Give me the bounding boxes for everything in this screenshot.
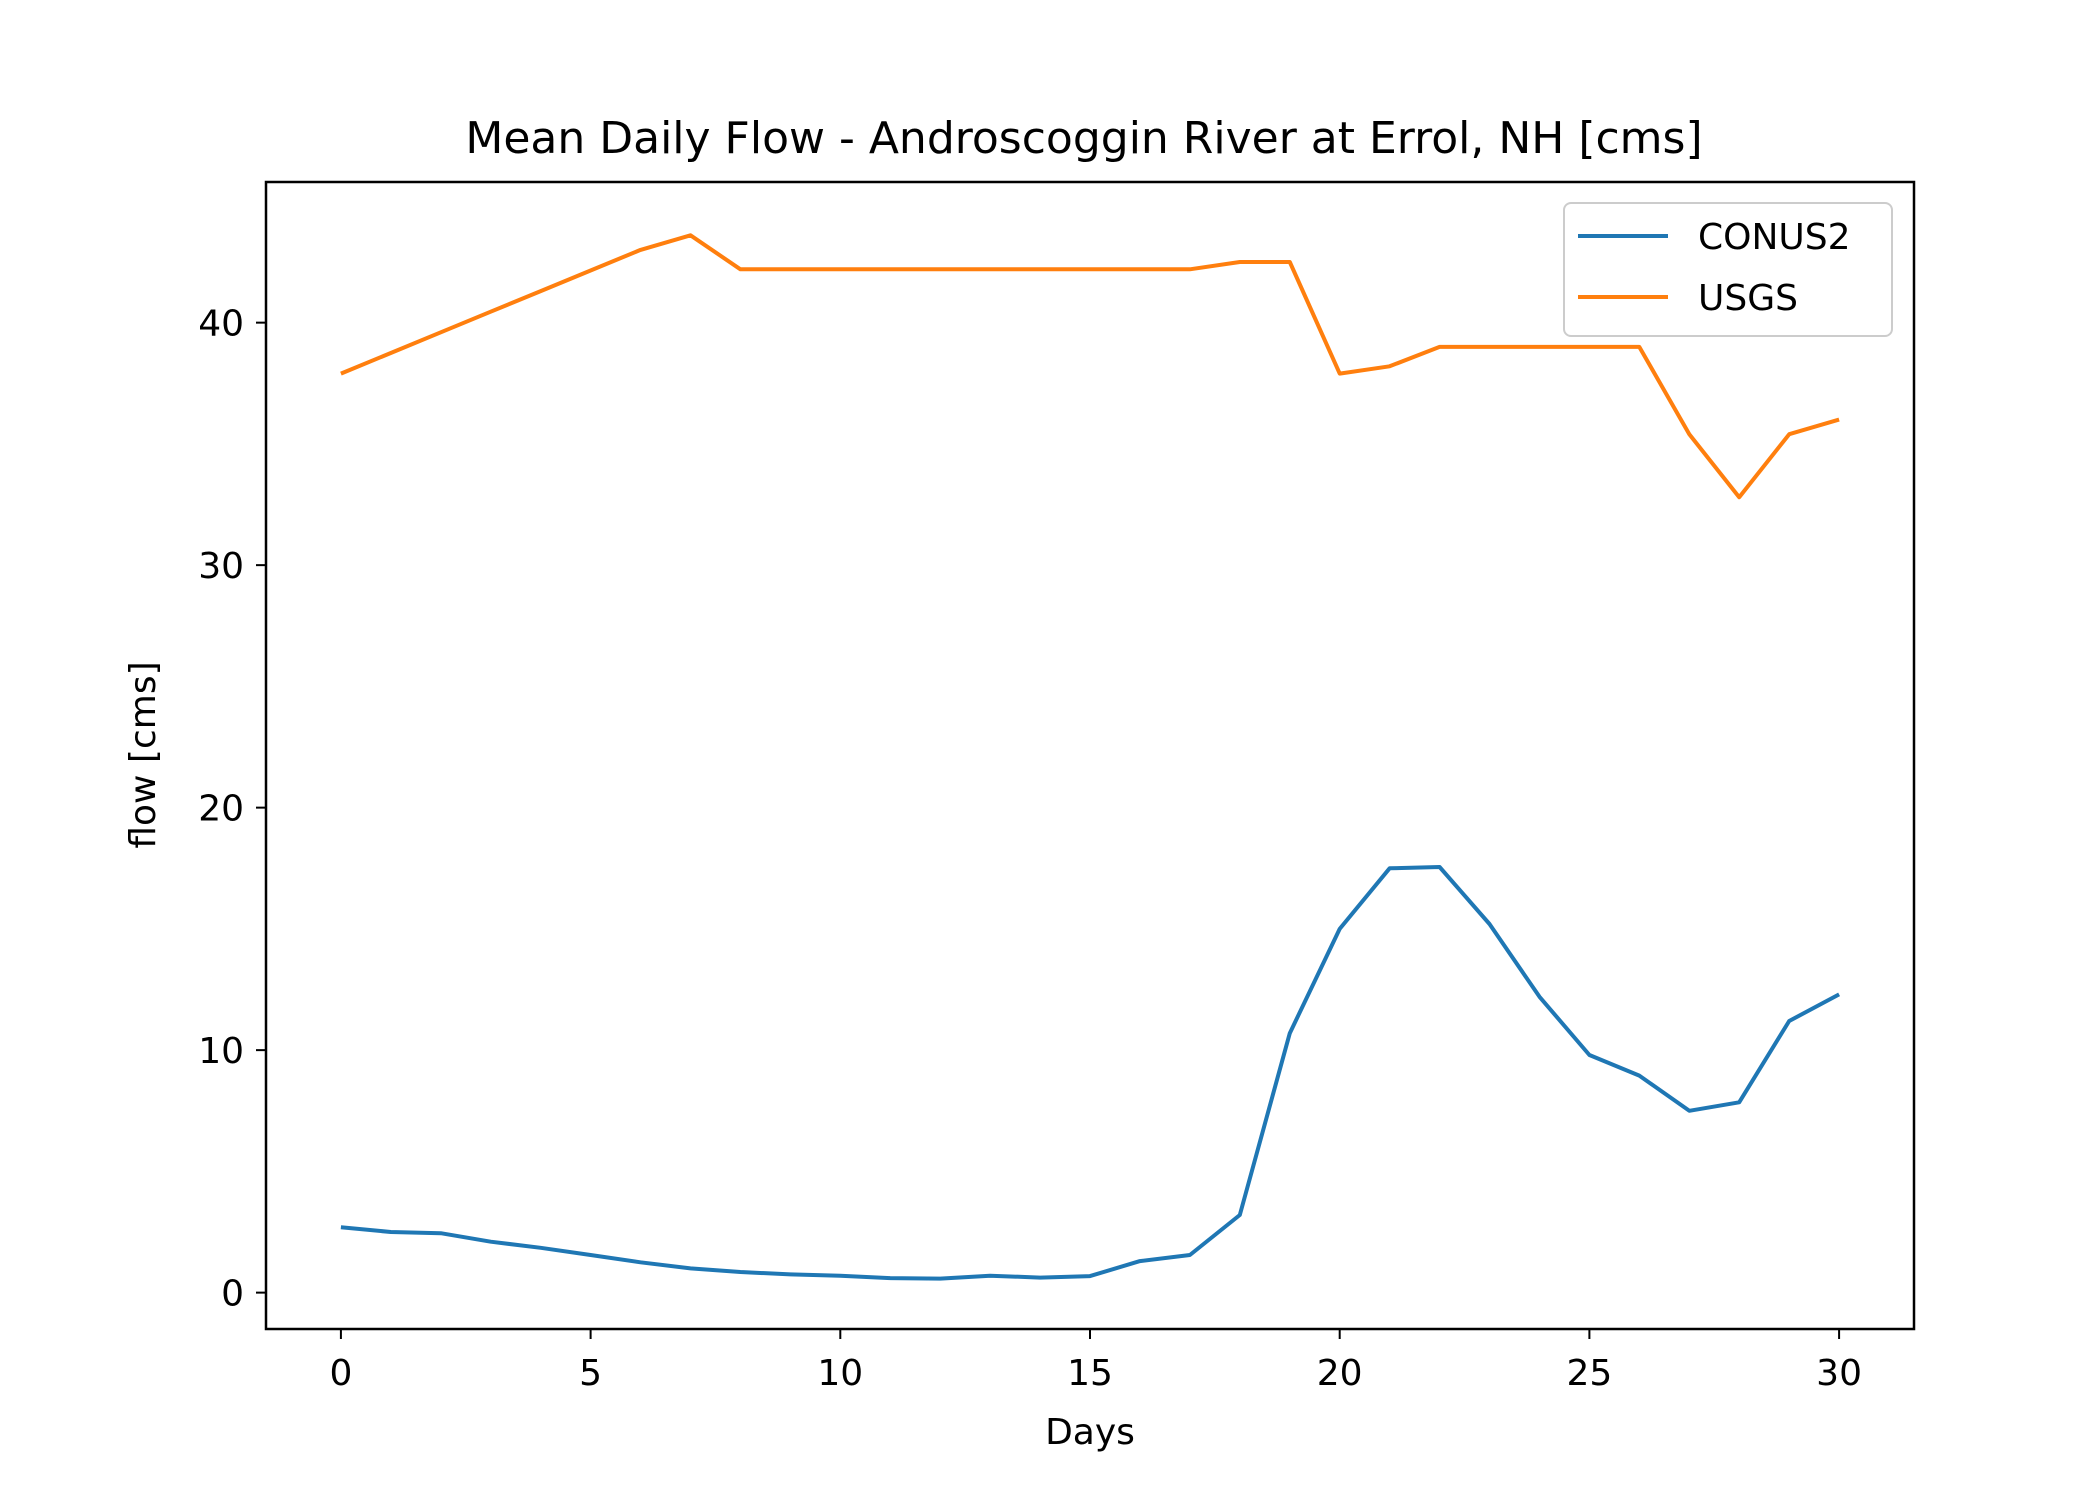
y-tick-label: 40 [198,304,244,345]
y-tick-label: 0 [221,1274,244,1315]
legend-label-usgs: USGS [1698,278,1798,319]
y-axis-ticks: 0 10 20 30 40 [198,304,266,1315]
legend-label-conus2: CONUS2 [1698,217,1851,258]
series-line-usgs [340,233,1840,500]
x-tick-label: 0 [329,1353,352,1394]
x-tick-label: 15 [1067,1353,1113,1394]
y-tick-label: 20 [198,789,244,830]
x-axis-label: Days [1045,1412,1135,1453]
y-tick-label: 30 [198,546,244,587]
legend: CONUS2 USGS [1563,202,1893,337]
chart-title: Mean Daily Flow - Androscoggin River at … [465,113,1702,164]
x-tick-label: 10 [817,1353,863,1394]
x-tick-label: 5 [579,1353,602,1394]
x-tick-label: 25 [1566,1353,1612,1394]
plot-frame [264,180,1916,1331]
x-tick-label: 20 [1317,1353,1363,1394]
plot-lines [340,233,1841,1281]
x-tick-label: 30 [1816,1353,1862,1394]
y-tick-label: 10 [198,1031,244,1072]
x-axis-ticks: 0 5 10 15 20 25 30 [329,1329,1862,1394]
series-line-conus2 [340,865,1841,1281]
y-axis-label: flow [cms] [123,661,164,848]
